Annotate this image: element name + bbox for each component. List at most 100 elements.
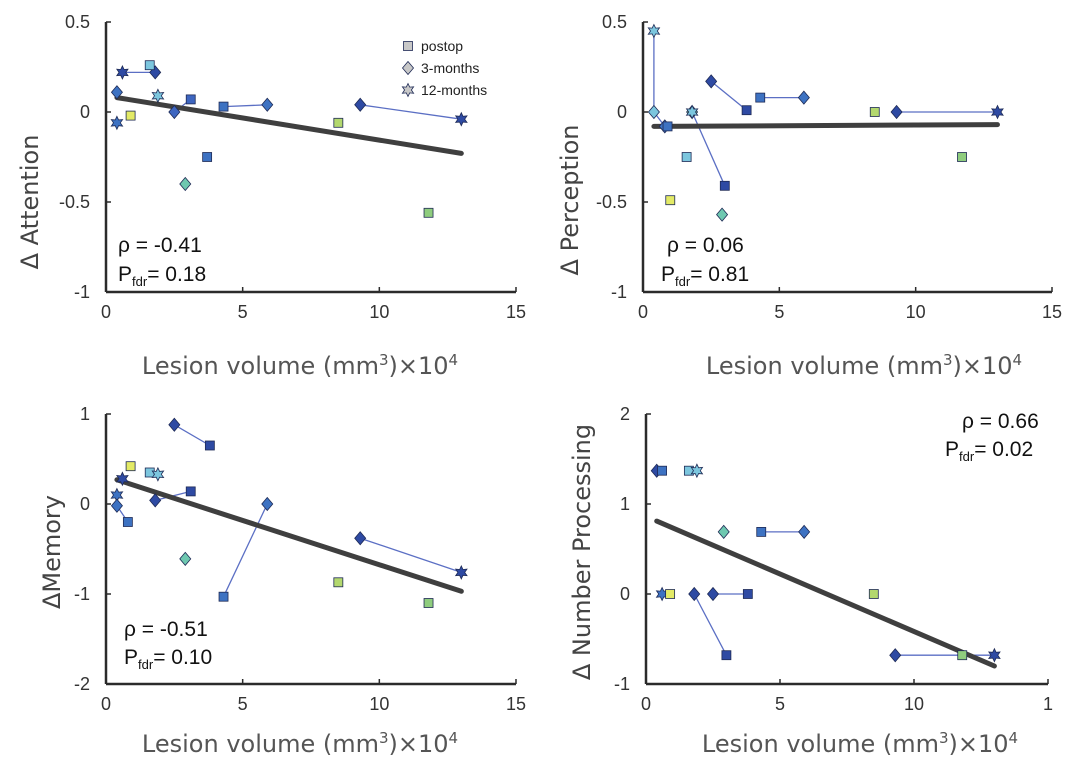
rho-stat: ρ = 0.06 <box>667 234 744 257</box>
data-point-square <box>665 589 676 599</box>
x-axis-label: Lesion volume (mm3)×104 <box>142 729 458 758</box>
p-value: = 0.18 <box>147 263 206 286</box>
x-label-text: )×10 <box>949 730 1009 758</box>
data-point-square <box>721 650 732 661</box>
p-prefix: P <box>945 438 959 461</box>
p-value: = 0.02 <box>974 438 1033 461</box>
perception-panel: Δ Perception Lesion volume (mm3)×104 ρ =… <box>556 12 1062 380</box>
number-processing-panel: Δ Number Processing Lesion volume (mm3)×… <box>568 404 1053 758</box>
data-point-square <box>423 598 434 608</box>
data-point-diamond <box>688 586 701 602</box>
data-point-star <box>151 466 165 482</box>
x-label-text: Lesion volume (mm <box>702 730 939 758</box>
data-point-star <box>690 463 704 479</box>
data-point-diamond <box>889 648 902 663</box>
data-point-diamond <box>716 207 729 222</box>
data-point-square <box>681 152 692 162</box>
x-tick-label: 0 <box>101 302 111 322</box>
data-point-square <box>665 195 676 206</box>
data-point-square <box>125 461 136 472</box>
rho-stat: ρ = 0.66 <box>962 410 1039 433</box>
p-prefix: P <box>661 263 675 286</box>
data-point-diamond <box>261 97 274 112</box>
data-point-diamond <box>110 85 123 100</box>
x-tick-label: 5 <box>238 302 248 322</box>
x-label-sup: 4 <box>449 729 459 747</box>
data-point-diamond <box>110 498 123 513</box>
y-tick-label: -1 <box>74 584 90 604</box>
legend-label: 3-months <box>421 60 479 76</box>
data-point-diamond <box>706 586 720 602</box>
y-axis-label: Δ Attention <box>16 135 44 270</box>
x-tick-label: 10 <box>369 694 389 714</box>
link-line <box>360 104 462 120</box>
x-tick-label: 5 <box>238 694 248 714</box>
data-point-diamond <box>798 524 811 540</box>
x-label-text: )×10 <box>953 352 1013 380</box>
data-point-diamond <box>717 524 730 540</box>
data-point-star <box>990 104 1004 120</box>
link-line <box>693 593 727 656</box>
data-point-star <box>454 564 468 580</box>
y-tick-label: 2 <box>620 404 630 424</box>
data-point-diamond <box>179 176 192 192</box>
x-tick-label: 0 <box>638 302 648 322</box>
rho-stat: ρ = -0.51 <box>124 618 208 641</box>
data-point-square <box>204 440 215 451</box>
data-point-square <box>423 207 434 218</box>
data-point-diamond <box>354 531 367 546</box>
x-label-sup: 4 <box>1009 729 1019 747</box>
x-axis-label: Lesion volume (mm3)×104 <box>142 351 458 380</box>
x-label-text: )×10 <box>389 730 449 758</box>
legend-star-icon <box>401 82 415 98</box>
y-axis-label: ΔMemory <box>38 495 66 609</box>
data-point-star <box>110 115 124 131</box>
data-point-square <box>868 589 879 599</box>
rho-stat: ρ = -0.41 <box>118 234 202 257</box>
p-subscript: fdr <box>675 274 691 289</box>
p-stat: Pfdr= 0.02 <box>945 438 1033 464</box>
data-point-star <box>115 471 129 487</box>
attention-panel: Δ Attention Lesion volume (mm3)×104 ρ = … <box>16 12 526 380</box>
data-point-diamond <box>797 90 810 105</box>
y-axis-label: Δ Perception <box>556 125 584 276</box>
data-point-star <box>647 23 661 39</box>
p-subscript: fdr <box>132 274 148 289</box>
data-point-square <box>657 465 667 476</box>
y-tick-label: 0 <box>80 494 90 514</box>
data-point-star <box>454 111 468 127</box>
y-tick-label: 0.5 <box>65 12 90 32</box>
regression-line <box>114 477 464 594</box>
x-tick-label: 10 <box>906 302 926 322</box>
link-line <box>359 537 462 574</box>
data-point-diamond <box>890 104 903 120</box>
data-point-square <box>122 517 133 527</box>
x-tick-label: 0 <box>101 694 111 714</box>
p-stat: Pfdr= 0.18 <box>118 263 206 289</box>
link-line <box>222 503 268 597</box>
data-point-square <box>218 591 229 602</box>
y-axis-label: Δ Number Processing <box>568 424 596 680</box>
data-point-square <box>756 527 767 537</box>
y-tick-label: 1 <box>620 494 630 514</box>
data-point-square <box>957 650 968 661</box>
x-label-sup: 3 <box>379 351 389 369</box>
y-tick-label: 0 <box>80 102 90 122</box>
data-point-square <box>869 107 880 117</box>
p-prefix: P <box>124 646 138 669</box>
data-point-diamond <box>261 496 274 512</box>
y-tick-label: 1 <box>80 404 90 424</box>
legend-label: 12-months <box>421 82 487 98</box>
data-point-star <box>115 64 129 80</box>
x-label-sup: 3 <box>379 729 389 747</box>
y-tick-label: 0 <box>617 102 627 122</box>
x-label-text: Lesion volume (mm <box>142 730 379 758</box>
data-point-square <box>333 577 344 588</box>
data-point-square <box>202 152 213 162</box>
data-point-star <box>987 647 1001 663</box>
p-prefix: P <box>118 263 132 286</box>
y-tick-label: -1 <box>614 674 630 694</box>
data-point-square <box>218 101 229 112</box>
x-tick-label: 15 <box>506 694 526 714</box>
y-tick-label: -2 <box>74 674 90 694</box>
